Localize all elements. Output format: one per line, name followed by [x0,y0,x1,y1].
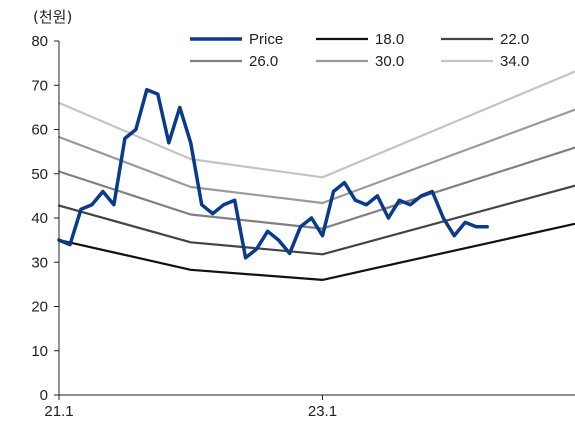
y-tick-label: 60 [31,122,48,139]
series-line-30-0 [57,108,575,205]
legend-item-18-0: 18.0 [316,31,404,48]
legend-item-22-0: 22.0 [441,31,529,48]
legend-item-26-0: 26.0 [190,53,278,70]
y-tick-label: 20 [31,299,48,316]
legend-label: 30.0 [375,53,404,70]
series-line-price [57,87,489,260]
series-line-18-0 [57,222,575,281]
y-tick-label: 80 [31,33,48,50]
legend-label: 34.0 [500,53,529,70]
legend-label: 18.0 [375,31,404,48]
x-tick-label: 21.1 [44,403,73,420]
y-tick-label: 10 [31,343,48,360]
series-line-26-0 [57,146,575,230]
legend-label: 22.0 [500,31,529,48]
legend-item-34-0: 34.0 [441,53,529,70]
y-tick-label: 30 [31,254,48,271]
legend-label: 26.0 [249,53,278,70]
series-line-34-0 [57,70,575,179]
legend-item-price: Price [190,31,283,48]
y-tick-label: 50 [31,166,48,183]
x-tick-label: 23.1 [308,403,337,420]
y-axis-unit-label: (천원) [33,8,72,26]
legend-label: Price [249,31,283,48]
legend-item-30-0: 30.0 [316,53,404,70]
y-tick-label: 40 [31,210,48,227]
y-tick-label: 0 [40,387,48,404]
y-tick-label: 70 [31,77,48,94]
